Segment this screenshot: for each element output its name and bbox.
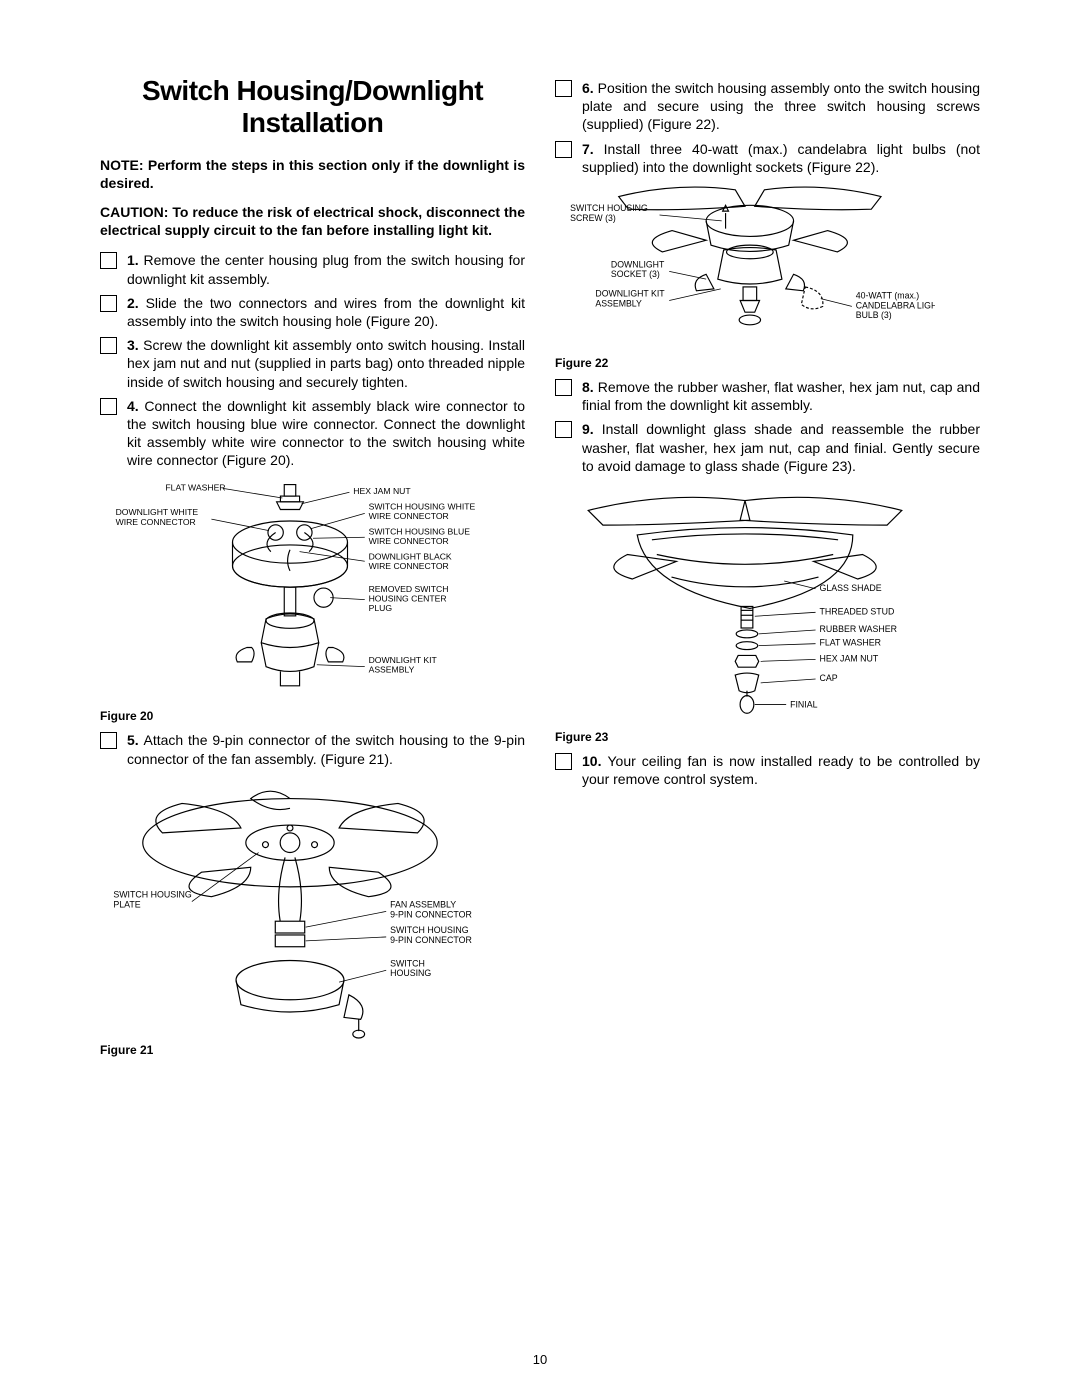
step-number: 6.	[582, 80, 598, 96]
step-number: 4.	[127, 398, 144, 414]
instruction-step: 3. Screw the downlight kit assembly onto…	[100, 336, 525, 391]
instruction-step: 10. Your ceiling fan is now installed re…	[555, 752, 980, 788]
figure-23-svg: GLASS SHADE THREADED STUD RUBBER WASHER …	[555, 481, 935, 726]
step-body-text: Attach the 9-pin connector of the switch…	[127, 732, 525, 766]
f20-sh-white: SWITCH HOUSING WHITE WIRE CONNECTOR	[369, 502, 478, 522]
step-number: 2.	[127, 295, 146, 311]
f22-dl-socket: DOWNLIGHT SOCKET (3)	[611, 259, 667, 279]
f21-fan-9pin: FAN ASSEMBLY 9-PIN CONNECTOR	[390, 899, 472, 919]
f22-bulb: 40-WATT (max.) CANDELABRA LIGHT BULB (3)	[856, 291, 935, 320]
steps-group-1: 1. Remove the center housing plug from t…	[100, 251, 525, 469]
step-text: 10. Your ceiling fan is now installed re…	[582, 752, 980, 788]
f23-flat: FLAT WASHER	[819, 638, 881, 648]
manual-page: Switch Housing/Downlight Installation NO…	[0, 0, 1080, 1397]
step-text: 2. Slide the two connectors and wires fr…	[127, 294, 525, 330]
figure-22: SWITCH HOUSING SCREW (3) DOWNLIGHT SOCKE…	[555, 182, 980, 370]
page-number: 10	[0, 1352, 1080, 1367]
step-number: 7.	[582, 141, 604, 157]
step-text: 8. Remove the rubber washer, flat washer…	[582, 378, 980, 414]
step-number: 1.	[127, 252, 144, 268]
steps-group-r3: 10. Your ceiling fan is now installed re…	[555, 752, 980, 788]
step-text: 6. Position the switch housing assembly …	[582, 79, 980, 134]
instruction-step: 1. Remove the center housing plug from t…	[100, 251, 525, 287]
step-checkbox[interactable]	[555, 80, 572, 97]
f23-rubber: RUBBER WASHER	[819, 624, 897, 634]
step-checkbox[interactable]	[555, 421, 572, 438]
right-column: 6. Position the switch housing assembly …	[555, 75, 980, 1065]
f20-sh-blue: SWITCH HOUSING BLUE WIRE CONNECTOR	[369, 527, 473, 547]
step-text: 3. Screw the downlight kit assembly onto…	[127, 336, 525, 391]
f23-hex: HEX JAM NUT	[819, 653, 878, 663]
step-checkbox[interactable]	[100, 398, 117, 415]
f21-sh-9pin: SWITCH HOUSING 9-PIN CONNECTOR	[390, 925, 472, 945]
f20-dl-kit: DOWNLIGHT KIT ASSEMBLY	[369, 655, 440, 675]
note-text: NOTE: Perform the steps in this section …	[100, 157, 525, 192]
instruction-step: 4. Connect the downlight kit assembly bl…	[100, 397, 525, 470]
step-text: 9. Install downlight glass shade and rea…	[582, 420, 980, 475]
figure-21: SWITCH HOUSING PLATE FAN ASSEMBLY 9-PIN …	[100, 774, 525, 1057]
step-body-text: Position the switch housing assembly ont…	[582, 80, 980, 132]
step-number: 9.	[582, 421, 602, 437]
figure-20: FLAT WASHER HEX JAM NUT DOWNLIGHT WHITE …	[100, 475, 525, 723]
two-column-layout: Switch Housing/Downlight Installation NO…	[100, 75, 980, 1065]
step-body-text: Screw the downlight kit assembly onto sw…	[127, 337, 525, 389]
steps-group-2: 5. Attach the 9-pin connector of the swi…	[100, 731, 525, 767]
step-checkbox[interactable]	[555, 141, 572, 158]
step-body-text: Install three 40-watt (max.) candelabra …	[582, 141, 980, 175]
instruction-step: 7. Install three 40-watt (max.) candelab…	[555, 140, 980, 176]
f20-dl-white: DOWNLIGHT WHITE WIRE CONNECTOR	[116, 508, 201, 528]
f23-glass: GLASS SHADE	[819, 583, 881, 593]
instruction-step: 5. Attach the 9-pin connector of the swi…	[100, 731, 525, 767]
figure-23-caption: Figure 23	[555, 730, 980, 744]
f21-sh: SWITCH HOUSING	[390, 958, 431, 978]
f20-dl-black: DOWNLIGHT BLACK WIRE CONNECTOR	[369, 552, 454, 572]
step-number: 8.	[582, 379, 598, 395]
steps-group-r1: 6. Position the switch housing assembly …	[555, 79, 980, 176]
f20-hex-jam-nut: HEX JAM NUT	[353, 487, 411, 497]
step-number: 3.	[127, 337, 143, 353]
step-checkbox[interactable]	[100, 337, 117, 354]
steps-group-r2: 8. Remove the rubber washer, flat washer…	[555, 378, 980, 475]
f22-dl-kit: DOWNLIGHT KIT ASSEMBLY	[595, 289, 667, 309]
instruction-step: 9. Install downlight glass shade and rea…	[555, 420, 980, 475]
figure-22-svg: SWITCH HOUSING SCREW (3) DOWNLIGHT SOCKE…	[555, 182, 935, 352]
figure-23: GLASS SHADE THREADED STUD RUBBER WASHER …	[555, 481, 980, 744]
f20-removed-plug: REMOVED SWITCH HOUSING CENTER PLUG	[369, 584, 451, 613]
step-number: 10.	[582, 753, 607, 769]
instruction-step: 8. Remove the rubber washer, flat washer…	[555, 378, 980, 414]
figure-21-caption: Figure 21	[100, 1043, 525, 1057]
step-text: 1. Remove the center housing plug from t…	[127, 251, 525, 287]
step-body-text: Connect the downlight kit assembly black…	[127, 398, 525, 469]
instruction-step: 6. Position the switch housing assembly …	[555, 79, 980, 134]
step-checkbox[interactable]	[555, 753, 572, 770]
left-column: Switch Housing/Downlight Installation NO…	[100, 75, 525, 1065]
step-body-text: Remove the center housing plug from the …	[127, 252, 525, 286]
f22-sh-screw: SWITCH HOUSING SCREW (3)	[570, 203, 650, 223]
figure-21-svg: SWITCH HOUSING PLATE FAN ASSEMBLY 9-PIN …	[100, 774, 480, 1039]
figure-20-svg: FLAT WASHER HEX JAM NUT DOWNLIGHT WHITE …	[100, 475, 480, 705]
step-checkbox[interactable]	[100, 295, 117, 312]
instruction-step: 2. Slide the two connectors and wires fr…	[100, 294, 525, 330]
f23-stud: THREADED STUD	[819, 606, 894, 616]
step-number: 5.	[127, 732, 144, 748]
step-body-text: Slide the two connectors and wires from …	[127, 295, 525, 329]
step-checkbox[interactable]	[555, 379, 572, 396]
step-text: 4. Connect the downlight kit assembly bl…	[127, 397, 525, 470]
step-text: 5. Attach the 9-pin connector of the swi…	[127, 731, 525, 767]
step-checkbox[interactable]	[100, 252, 117, 269]
step-checkbox[interactable]	[100, 732, 117, 749]
f20-flat-washer: FLAT WASHER	[165, 483, 225, 493]
figure-20-caption: Figure 20	[100, 709, 525, 723]
step-body-text: Remove the rubber washer, flat washer, h…	[582, 379, 980, 413]
figure-22-caption: Figure 22	[555, 356, 980, 370]
section-title: Switch Housing/Downlight Installation	[100, 75, 525, 139]
caution-text: CAUTION: To reduce the risk of electrica…	[100, 204, 525, 239]
f23-finial: FINIAL	[790, 699, 818, 709]
step-body-text: Your ceiling fan is now installed ready …	[582, 753, 980, 787]
step-text: 7. Install three 40-watt (max.) candelab…	[582, 140, 980, 176]
step-body-text: Install downlight glass shade and reasse…	[582, 421, 980, 473]
f23-cap: CAP	[819, 673, 837, 683]
f21-sh-plate: SWITCH HOUSING PLATE	[113, 889, 194, 909]
